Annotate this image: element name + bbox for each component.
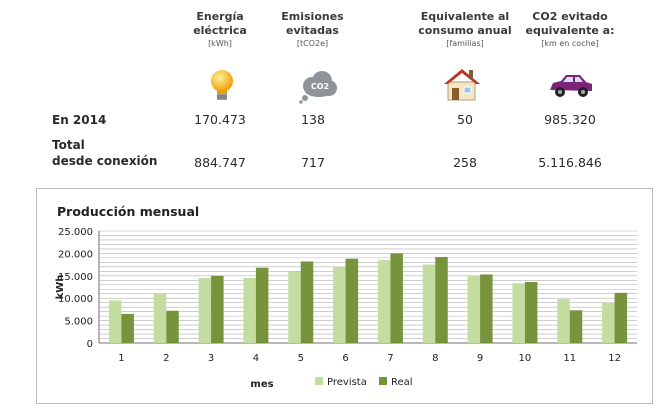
value-emissions-total: 717: [301, 155, 325, 170]
y-tick-label: 0: [87, 339, 93, 350]
bar-prevista: [467, 275, 481, 343]
x-tick-label: 3: [208, 353, 214, 364]
x-tick-label: 7: [387, 353, 393, 364]
column-title-line1: Equivalente al: [420, 10, 510, 23]
y-tick-label: 20.000: [58, 249, 93, 260]
bar-real: [480, 274, 493, 343]
bar-prevista: [512, 283, 525, 343]
x-tick-label: 4: [253, 353, 259, 364]
column-unit: [familias]: [446, 39, 484, 48]
row-label-total: Total desde conexión: [52, 137, 157, 169]
x-axis-label: mes: [250, 379, 273, 390]
column-title-line1: Energía: [196, 10, 244, 23]
column-title-line2: equivalente a:: [525, 24, 615, 37]
bar-prevista: [153, 293, 167, 343]
x-tick-label: 1: [118, 353, 124, 364]
y-axis-label: kWh: [55, 275, 66, 300]
row-label-total-line1: Total: [52, 138, 85, 152]
y-tick-label: 10.000: [58, 294, 93, 305]
y-tick-label: 15.000: [58, 272, 93, 283]
bar-real: [524, 282, 538, 343]
column-unit: [tCO2e]: [296, 39, 329, 48]
x-tick-label: 12: [608, 353, 621, 364]
column-header-energy: Energía eléctrica [kWh]: [185, 10, 255, 50]
column-title-line1: Emisiones: [281, 10, 344, 23]
bar-real: [121, 313, 134, 343]
value-energy-2014: 170.473: [194, 112, 246, 127]
legend-swatch-real: [379, 377, 387, 385]
bar-real: [614, 292, 628, 343]
value-families-total: 258: [453, 155, 477, 170]
bar-prevista: [108, 300, 122, 343]
value-energy-total: 884.747: [194, 155, 246, 170]
chart-panel: Producción mensual 0 5.000 10.000 15.000 20.0…: [36, 188, 653, 404]
co2-cloud-icon: CO2: [299, 71, 337, 104]
x-tick-label: 11: [563, 353, 576, 364]
bar-real: [390, 253, 403, 343]
house-icon: [444, 69, 480, 101]
column-title-line1: CO2 evitado: [532, 10, 608, 23]
bar-real: [166, 310, 179, 343]
chart-title: Producción mensual: [57, 204, 199, 219]
value-car-km-2014: 985.320: [544, 112, 596, 127]
bar-prevista: [198, 278, 212, 343]
x-tick-label: 6: [342, 353, 348, 364]
legend-label-real: Real: [391, 377, 413, 388]
bar-prevista: [288, 271, 301, 343]
co2-badge: CO2: [311, 82, 329, 91]
bar-prevista: [422, 264, 436, 343]
row-label-total-line2: desde conexión: [52, 154, 158, 168]
y-tick-label: 25.000: [58, 227, 93, 238]
value-car-km-total: 5.116.846: [538, 155, 602, 170]
bar-prevista: [333, 266, 346, 343]
x-tick-label: 2: [163, 353, 169, 364]
column-unit: [kWh]: [208, 39, 232, 48]
lightbulb-icon: [211, 70, 233, 100]
bar-real: [255, 267, 269, 343]
column-title-line2: consumo anual: [418, 24, 512, 37]
bar-real: [345, 258, 359, 343]
bar-real: [569, 310, 583, 343]
legend-swatch-prevista: [315, 377, 323, 385]
column-title-line2: eléctrica: [193, 24, 247, 37]
x-tick-label: 9: [477, 353, 483, 364]
bar-real: [300, 261, 314, 343]
column-unit: [km en coche]: [541, 39, 599, 48]
value-families-2014: 50: [457, 112, 473, 127]
column-header-car-km: CO2 evitado equivalente a: [km en coche]: [520, 10, 620, 50]
bar-prevista: [243, 278, 256, 343]
bar-prevista: [602, 302, 615, 343]
car-icon: [550, 75, 592, 97]
bar-prevista: [557, 299, 570, 343]
column-header-emissions: Emisiones evitadas [tCO2e]: [275, 10, 350, 50]
x-tick-label: 5: [298, 353, 304, 364]
column-header-families: Equivalente al consumo anual [familias]: [415, 10, 515, 50]
column-title-line2: evitadas: [286, 24, 339, 37]
bar-real: [435, 256, 448, 343]
row-label-2014: En 2014: [52, 113, 107, 127]
bar-prevista: [377, 260, 391, 343]
y-tick-label: 5.000: [64, 317, 93, 328]
legend-label-prevista: Prevista: [327, 377, 367, 388]
x-tick-label: 10: [519, 353, 532, 364]
bar-real: [211, 275, 224, 343]
x-tick-label: 8: [432, 353, 438, 364]
value-emissions-2014: 138: [301, 112, 325, 127]
production-chart: Producción mensual 0 5.000 10.000 15.000 20.0…: [55, 204, 637, 390]
